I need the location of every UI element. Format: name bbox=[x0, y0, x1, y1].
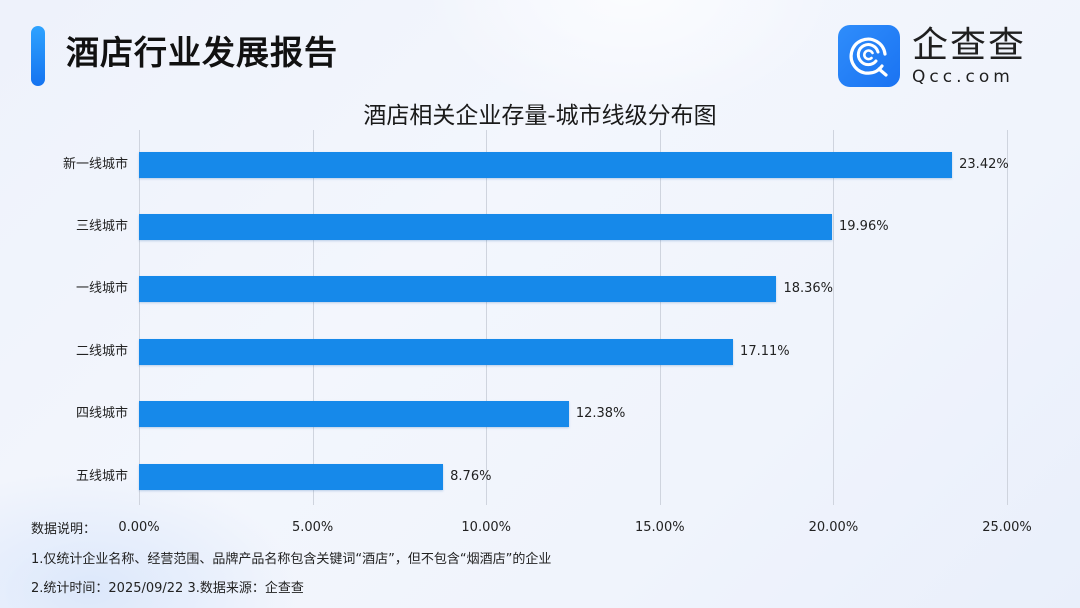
bar-value-label: 17.11% bbox=[740, 344, 790, 359]
logo-en-text: Qcc.com bbox=[912, 66, 1014, 87]
x-tick-label: 25.00% bbox=[982, 520, 1032, 535]
bar-value-label: 23.42% bbox=[959, 157, 1009, 172]
bar bbox=[139, 152, 953, 178]
category-label: 二线城市 bbox=[75, 344, 128, 359]
qcc-logo: 企查查 Qcc.com bbox=[838, 25, 1026, 87]
bar-value-label: 18.36% bbox=[783, 281, 834, 296]
gridline bbox=[659, 130, 661, 505]
x-tick-label: 20.00% bbox=[808, 520, 859, 535]
bar-value-label: 19.96% bbox=[839, 219, 889, 234]
bar bbox=[139, 276, 777, 302]
category-label: 一线城市 bbox=[75, 281, 128, 296]
notes-line-2: 2.统计时间：2025/09/22 3.数据来源：企查查 bbox=[31, 581, 304, 596]
notes-line-1: 1.仅统计企业名称、经营范围、品牌产品名称包含关键词“酒店”，但不包含“烟酒店”… bbox=[31, 552, 552, 567]
bar bbox=[139, 401, 569, 427]
chart-plot-area: 23.42% 19.96% 18.36% 17.11% 12.38% 8.76% bbox=[139, 130, 1009, 505]
gridline bbox=[1007, 130, 1008, 505]
logo-cn-text: 企查查 bbox=[912, 24, 1027, 66]
category-label: 三线城市 bbox=[75, 219, 128, 234]
gridline bbox=[139, 130, 140, 505]
gridline bbox=[312, 130, 314, 505]
header-accent-bar bbox=[31, 26, 45, 86]
gridline bbox=[833, 130, 835, 505]
qcc-logo-icon bbox=[838, 25, 900, 87]
x-tick-label: 5.00% bbox=[291, 520, 334, 535]
chart-title: 酒店相关企业存量-城市线级分布图 bbox=[363, 103, 717, 129]
category-label: 新一线城市 bbox=[62, 157, 128, 172]
category-label: 五线城市 bbox=[75, 469, 128, 484]
notes-label: 数据说明： bbox=[31, 522, 97, 537]
x-tick-label: 15.00% bbox=[635, 520, 685, 535]
bar bbox=[139, 464, 444, 490]
x-tick-label: 10.00% bbox=[461, 520, 511, 535]
category-label: 四线城市 bbox=[75, 406, 128, 421]
bar bbox=[139, 339, 734, 365]
bar bbox=[139, 214, 832, 240]
page-title: 酒店行业发展报告 bbox=[66, 33, 338, 72]
bar-value-label: 8.76% bbox=[450, 469, 492, 484]
gridline bbox=[486, 130, 488, 505]
bar-value-label: 12.38% bbox=[575, 406, 626, 421]
x-tick-label: 0.00% bbox=[118, 520, 160, 535]
